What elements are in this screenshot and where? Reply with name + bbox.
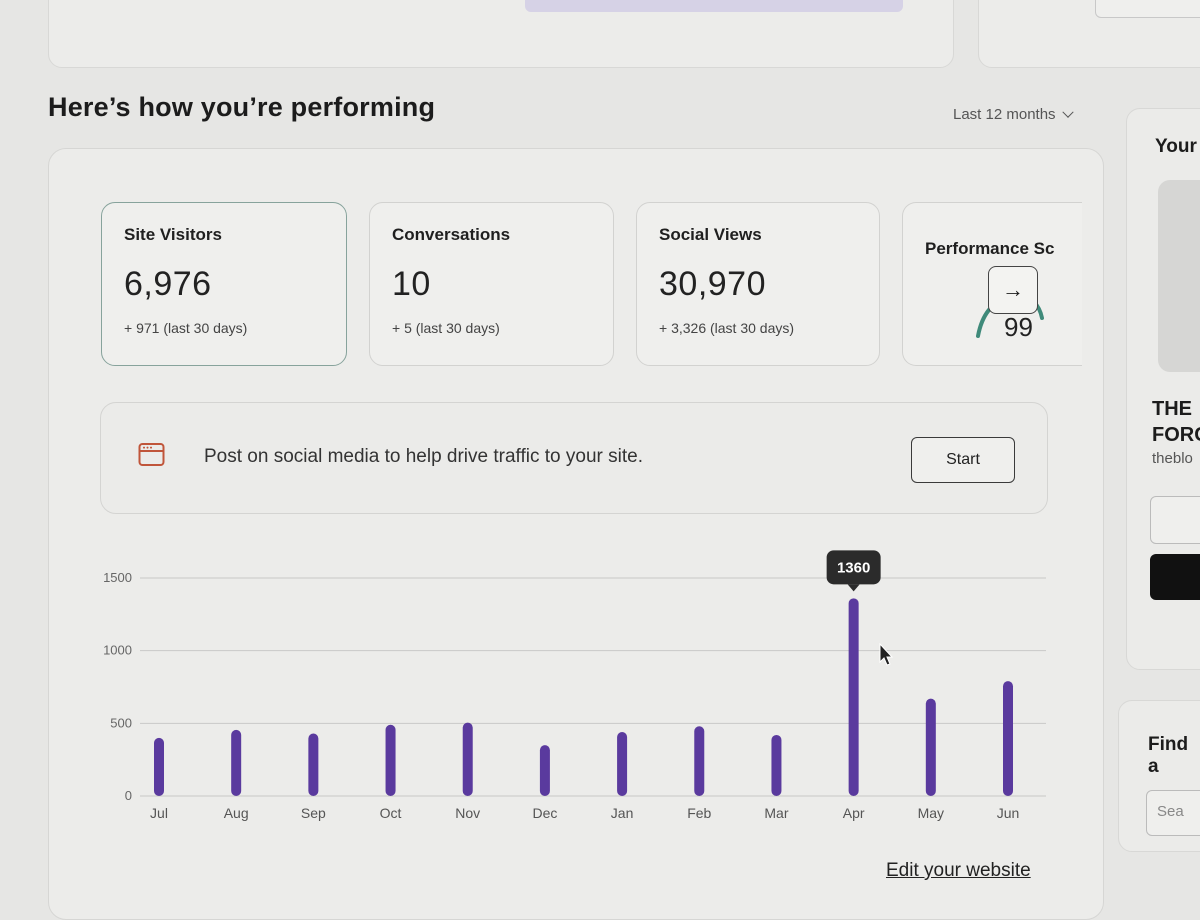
x-tick-label: Nov [455,805,480,821]
tooltip-label: 1360 [837,559,870,576]
stat-delta: + 5 (last 30 days) [392,320,500,336]
date-range-select[interactable]: Last 12 months [953,106,1074,123]
side-top-button[interactable] [1095,0,1200,18]
bar-nov [462,722,473,796]
stat-label: Conversations [392,225,511,244]
browser-window-icon [138,443,165,466]
side-card-subtitle: theblo [1152,450,1193,467]
stat-label: Performance Sc [925,239,1055,258]
x-tick-label: Aug [224,805,249,821]
y-tick-label: 0 [125,788,132,803]
page-title: Here’s how you’re performing [48,92,436,122]
bar-jan [617,732,628,796]
stat-label: Site Visitors [124,225,222,244]
side-card-secondary-button[interactable] [1150,496,1200,544]
mouse-cursor-icon [879,642,894,666]
x-tick-label: Apr [843,805,865,821]
stat-delta: + 3,326 (last 30 days) [659,320,795,336]
side-card-heading-line: FORC [1152,424,1200,446]
bar-feb [694,726,705,796]
arrow-right-icon[interactable]: → [988,266,1038,314]
tooltip-box [826,550,881,585]
side-card-primary-button[interactable] [1150,554,1200,600]
side-card-title: Your [1155,136,1197,157]
x-tick-label: Jun [997,805,1020,821]
performance-score-value: 99 [1004,312,1033,342]
y-tick-label: 500 [110,715,132,730]
x-tick-label: Feb [687,805,711,821]
stat-value: 10 [392,265,431,303]
stat-delta: + 971 (last 30 days) [124,320,248,336]
bar-jun [1003,681,1013,796]
previous-section-bar [525,0,903,12]
start-button[interactable]: Start [911,437,1015,483]
side-card-image [1158,180,1200,372]
bar-mar [771,734,782,796]
chevron-down-icon [1061,106,1074,118]
banner-text: Post on social media to help drive traff… [204,446,643,467]
y-tick-label: 1000 [103,643,132,658]
x-tick-label: Dec [532,805,557,821]
bar-oct [385,724,396,796]
x-tick-label: Jan [611,805,634,821]
side-find-heading: Find a [1148,734,1189,777]
x-tick-label: Mar [764,805,788,821]
side-card-heading: THE FORC [1152,396,1200,448]
bar-apr [848,598,859,796]
tooltip-pointer [847,584,860,592]
bar-aug [231,729,242,796]
stat-card-site-visitors[interactable]: Site Visitors 6,976 + 971 (last 30 days) [101,202,347,366]
stat-card-social-views[interactable]: Social Views 30,970 + 3,326 (last 30 day… [636,202,880,366]
x-tick-label: Sep [301,805,326,821]
bar-sep [308,733,319,796]
visitors-bar-chart: 0 500 1000 1500 Jul Aug Sep Oct Nov Dec Jan Feb Mar A… [103,550,1046,821]
side-search-input[interactable]: Sea [1146,790,1200,836]
bar-dec [539,745,550,796]
stat-value: 6,976 [124,265,212,303]
x-tick-label: Oct [380,805,402,821]
side-card-heading-line: THE [1152,398,1192,420]
x-tick-label: May [918,805,944,821]
bar-may [925,698,936,796]
edit-website-link[interactable]: Edit your website [886,860,1031,881]
y-tick-label: 1500 [103,570,132,585]
social-prompt-banner [100,402,1048,514]
date-range-label: Last 12 months [953,106,1056,123]
bar-jul [154,737,164,796]
stat-value: 30,970 [659,265,766,303]
stat-label: Social Views [659,225,762,244]
stat-card-conversations[interactable]: Conversations 10 + 5 (last 30 days) [369,202,614,366]
x-tick-label: Jul [150,805,168,821]
